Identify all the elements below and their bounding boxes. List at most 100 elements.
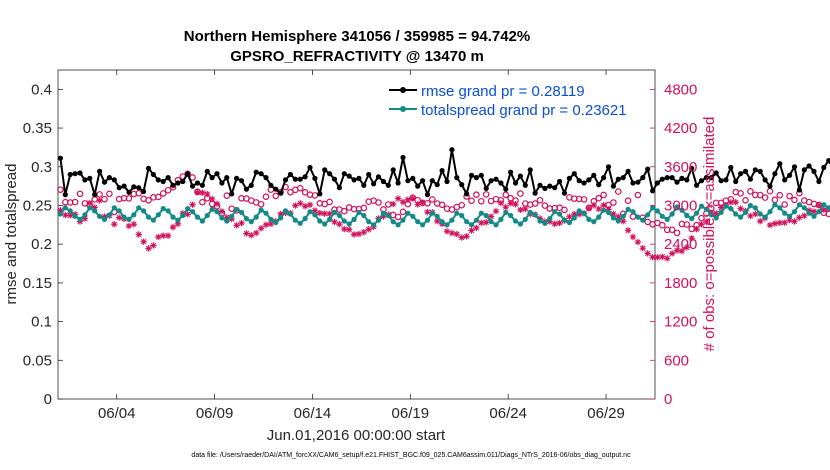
rmse-series-point [366, 172, 371, 177]
rmse-series-point [405, 178, 410, 183]
rmse-series-point [665, 175, 670, 180]
rmse-series-point [645, 167, 650, 172]
rmse-series-point [816, 179, 821, 184]
obs-assimilated-point [449, 230, 455, 236]
y2-tick-label: 3000 [664, 197, 697, 214]
y2-tick-label: 3600 [664, 159, 697, 176]
obs-assimilated-point [96, 197, 102, 203]
spread-series-point [542, 221, 547, 226]
obs-assimilated-point [155, 234, 161, 240]
obs-assimilated-point [140, 239, 146, 245]
spread-series-point [728, 206, 733, 211]
spread-series-point [327, 217, 332, 222]
rmse-series-point [567, 176, 572, 181]
obs-assimilated-point [733, 199, 739, 205]
chart-title: Northern Hemisphere 341056 / 359985 = 94… [184, 28, 530, 45]
rmse-series-point [293, 177, 298, 182]
obs-assimilated-point [635, 239, 641, 245]
spread-series-point [459, 213, 464, 218]
rmse-series-point [400, 155, 405, 160]
rmse-series-point [513, 180, 518, 185]
rmse-series-point [811, 169, 816, 174]
rmse-series-point [430, 178, 435, 183]
rmse-series-point [342, 171, 347, 176]
obs-assimilated-point [757, 218, 763, 224]
rmse-series-point [581, 180, 586, 185]
y-tick-label: 0.35 [23, 120, 52, 137]
rmse-series-point [420, 178, 425, 183]
spread-series-point [337, 213, 342, 218]
rmse-series-point [508, 170, 513, 175]
rmse-series-point [748, 177, 753, 182]
rmse-series-point [738, 171, 743, 176]
rmse-series-point [660, 177, 665, 182]
spread-series-point [640, 218, 645, 223]
y-tick-label: 0.4 [31, 81, 52, 98]
obs-assimilated-point [644, 250, 650, 256]
rmse-series-point [552, 185, 557, 190]
rmse-series-point [635, 180, 640, 185]
spread-series-point [166, 208, 171, 213]
rmse-series-point [141, 189, 146, 194]
obs-possible-point [767, 189, 772, 194]
rmse-series-point [92, 192, 97, 197]
obs-assimilated-point [165, 233, 171, 239]
rmse-series-point [327, 171, 332, 176]
spread-series-point [244, 216, 249, 221]
rmse-series-point [753, 167, 758, 172]
obs-assimilated-point [591, 202, 597, 208]
spread-series-point [122, 215, 127, 220]
spread-series-point [400, 218, 405, 223]
rmse-series-point [777, 161, 782, 166]
spread-series-point [616, 218, 621, 223]
obs-assimilated-point [307, 202, 313, 208]
rmse-series-point [557, 179, 562, 184]
obs-assimilated-point [209, 196, 215, 202]
spread-series-point [547, 216, 552, 221]
rmse-series-point [484, 186, 489, 191]
spread-series-point [161, 206, 166, 211]
obs-assimilated-point [199, 190, 205, 196]
spread-series-point [782, 211, 787, 216]
rmse-series-point [440, 168, 445, 173]
spread-series-point [577, 208, 582, 213]
spread-series-point [733, 211, 738, 216]
rmse-series-point [435, 182, 440, 187]
obs-assimilated-point [640, 245, 646, 251]
spread-series-point [210, 207, 215, 212]
obs-assimilated-point [419, 199, 425, 205]
rmse-series-point [229, 191, 234, 196]
spread-series-point [190, 209, 195, 214]
obs-assimilated-point [522, 206, 528, 212]
spread-series-point [601, 208, 606, 213]
x-axis-label: Jun.01,2016 00:00:00 start [267, 427, 446, 444]
spread-series-point [249, 219, 254, 224]
rmse-series-point [562, 191, 567, 196]
rmse-series-point [670, 175, 675, 180]
rmse-series-point [772, 171, 777, 176]
rmse-series-point [381, 179, 386, 184]
obs-assimilated-point [189, 201, 195, 207]
spread-series-point [254, 215, 259, 220]
rmse-series-point [278, 191, 283, 196]
obs-assimilated-point [346, 226, 352, 232]
rmse-series-point [621, 175, 626, 180]
rmse-series-point [763, 177, 768, 182]
obs-assimilated-point [302, 203, 308, 209]
x-tick-label: 06/09 [196, 405, 234, 422]
spread-series-point [342, 218, 347, 223]
obs-assimilated-point [791, 218, 797, 224]
obs-assimilated-point [414, 201, 420, 207]
spread-series-point [73, 214, 78, 219]
rmse-series-point [337, 185, 342, 190]
rmse-series-point [723, 177, 728, 182]
spread-series-point [156, 212, 161, 217]
rmse-series-point [479, 173, 484, 178]
obs-assimilated-point [512, 201, 518, 207]
spread-series-point [82, 212, 87, 217]
rmse-series-point [733, 179, 738, 184]
y-tick-label: 0 [44, 391, 52, 408]
spread-series-point [572, 215, 577, 220]
spread-series-point [479, 211, 484, 216]
spread-series-point [239, 210, 244, 215]
